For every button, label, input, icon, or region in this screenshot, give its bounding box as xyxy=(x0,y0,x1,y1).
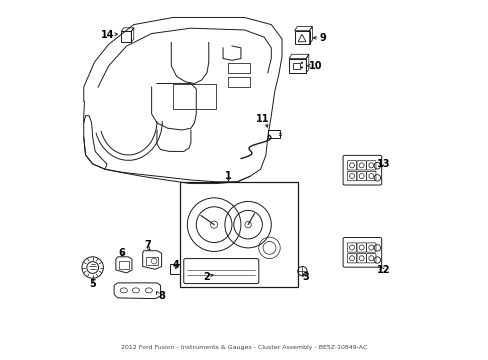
Text: 11: 11 xyxy=(256,114,269,124)
Text: 7: 7 xyxy=(144,240,151,250)
Text: 4: 4 xyxy=(172,260,179,270)
Text: 2012 Ford Fusion - Instruments & Gauges - Cluster Assembly - BE5Z-10849-AC: 2012 Ford Fusion - Instruments & Gauges … xyxy=(121,345,367,350)
Text: 8: 8 xyxy=(158,291,165,301)
Text: 14: 14 xyxy=(101,30,115,40)
Bar xyxy=(121,31,131,42)
Bar xyxy=(180,182,298,287)
Text: 13: 13 xyxy=(376,159,390,169)
Bar xyxy=(288,59,305,73)
Text: 3: 3 xyxy=(302,272,309,282)
Text: 9: 9 xyxy=(319,33,326,43)
Text: 1: 1 xyxy=(224,171,231,181)
Circle shape xyxy=(300,62,303,64)
Bar xyxy=(119,261,129,269)
Bar xyxy=(173,84,216,109)
Bar xyxy=(146,257,157,265)
Text: 2: 2 xyxy=(203,272,209,282)
Bar xyxy=(228,77,249,87)
Text: 10: 10 xyxy=(308,61,322,71)
Circle shape xyxy=(300,66,303,68)
Text: 5: 5 xyxy=(89,279,96,289)
Text: 12: 12 xyxy=(376,265,390,275)
Bar xyxy=(293,63,299,69)
Bar xyxy=(228,63,249,73)
Text: 6: 6 xyxy=(119,248,125,258)
Bar xyxy=(294,31,309,44)
